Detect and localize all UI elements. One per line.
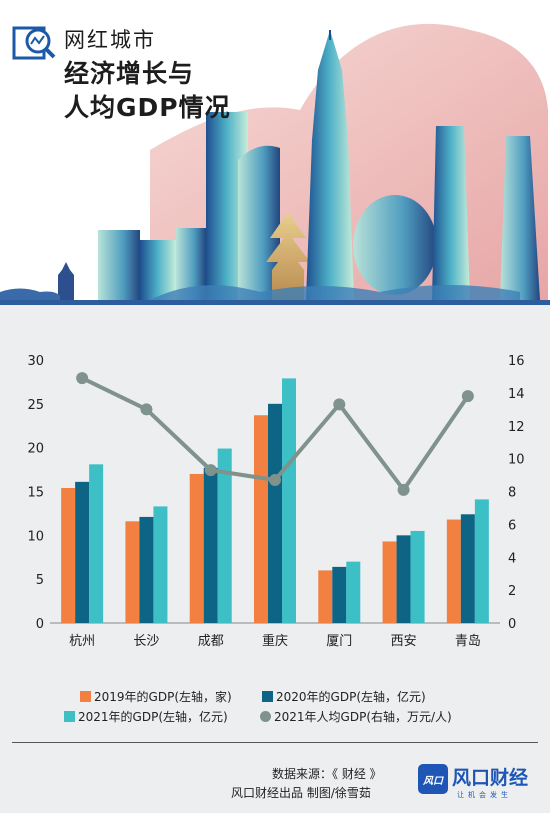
x-tick-label: 成都 [198,634,224,649]
magnifier-chart-icon [12,26,56,60]
building-central-tower [306,30,354,300]
legend-item-2020: 2020年的GDP(左轴，亿元) [262,688,426,705]
brand-slogan: 让机会发生 [457,791,512,799]
bar-2-1 [153,506,168,623]
bar-2-6 [474,499,489,623]
bar-1-6 [460,514,475,623]
x-tick-label: 西安 [391,634,417,649]
title-line-1: 网红城市 [64,28,156,52]
bar-0-4 [318,570,333,623]
legend-item-per-capita: 2021年人均GDP(右轴，万元/人) [260,708,452,725]
bar-0-3 [254,415,268,623]
x-tick-label: 杭州 [69,634,95,649]
y-right-tick-label: 2 [508,584,516,599]
per-capita-point [76,372,89,385]
legend-item-2021: 2021年的GDP(左轴，亿元) [64,708,228,725]
building-right [432,126,470,300]
bar-1-2 [203,467,218,623]
bar-0-1 [125,521,140,623]
x-tick-label: 青岛 [455,633,481,649]
legend-swatch-per-capita [260,711,271,722]
bar-1-0 [75,481,90,623]
legend-swatch-2019 [80,691,91,702]
bar-0-6 [446,519,461,623]
y-left-tick-label: 0 [36,617,44,632]
title-line-3: 人均GDP情况 [64,93,231,122]
bar-1-3 [268,403,282,623]
sphere-building [353,195,437,295]
bar-1-5 [396,535,411,623]
legend-swatch-2020 [262,691,273,702]
x-tick-label: 长沙 [133,634,159,649]
brand-name: 风口财经 [452,767,529,789]
footer-divider [12,742,538,743]
per-capita-point [204,464,217,477]
legend-swatch-2021 [64,711,75,722]
per-capita-point [333,398,346,411]
title-line-2: 经济增长与 [64,59,195,88]
bar-0-0 [61,487,76,623]
y-left-tick-label: 25 [27,398,44,413]
y-left-tick-label: 20 [27,442,44,457]
bar-0-2 [189,473,204,623]
bar-2-5 [410,530,425,623]
y-right-tick-label: 8 [508,486,516,501]
header-illustration [0,0,550,305]
y-right-tick-label: 10 [508,453,525,468]
per-capita-point [397,483,410,496]
y-right-tick-label: 16 [508,354,525,369]
per-capita-point [140,403,153,416]
bar-0-5 [382,541,397,623]
y-right-tick-label: 0 [508,617,516,632]
brand-logo-mark: 风口 [418,764,448,794]
y-right-tick-label: 4 [508,551,516,566]
gdp-chart: 0 5 10 15 20 25 30 0 2 4 6 8 10 12 14 16 杭州 长沙 成都 重庆 厦门 西安 青岛 [27,354,525,649]
data-source: 数据来源：《 财经 》 [272,767,382,781]
bar-2-3 [282,378,296,623]
pagoda [266,212,310,300]
per-capita-point [461,390,474,403]
building-left [98,230,140,300]
y-left-tick-label: 15 [27,486,44,501]
y-right-tick-label: 14 [508,387,525,402]
y-left-tick-label: 30 [27,354,44,369]
bar-1-4 [332,566,347,623]
x-tick-label: 重庆 [262,633,288,649]
per-capita-point [269,473,281,486]
bar-2-4 [346,561,361,623]
bar-1-1 [139,516,154,623]
bar-2-0 [89,464,104,623]
x-tick-label: 厦门 [326,634,352,649]
y-right-tick-label: 12 [508,420,525,435]
bar-2-2 [217,448,232,623]
y-left-tick-label: 5 [36,573,44,588]
y-right-tick-label: 6 [508,518,516,533]
legend-item-2019: 2019年的GDP(左轴，家) [80,688,232,705]
y-left-tick-label: 10 [27,529,44,544]
credit-line: 风口财经出品 制图/徐雪茹 [231,786,371,800]
